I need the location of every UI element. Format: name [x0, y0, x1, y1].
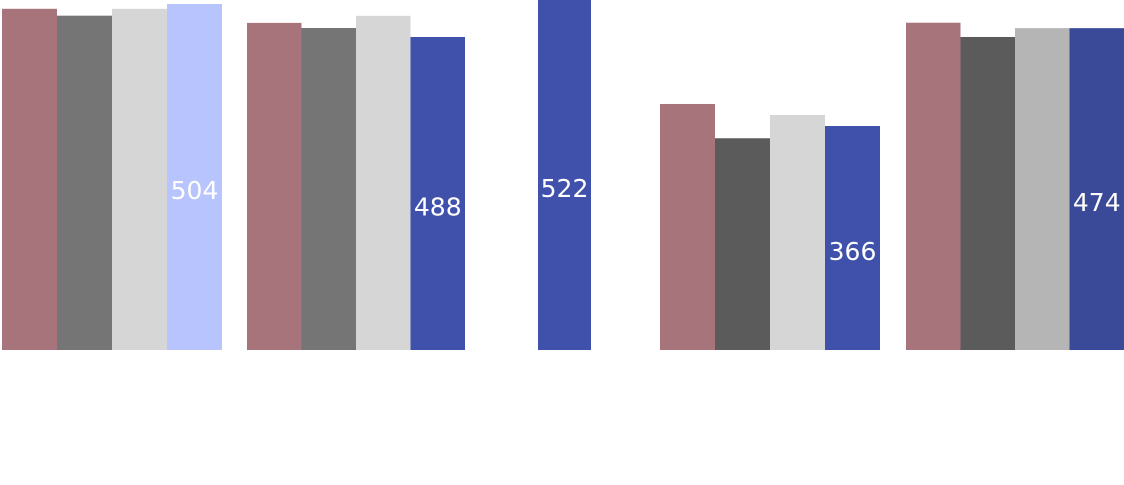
bar — [906, 22, 961, 351]
bar — [167, 4, 222, 351]
bar — [2, 8, 57, 350]
bar — [1015, 28, 1070, 351]
data-label: 504 — [171, 176, 219, 205]
data-label: 366 — [829, 237, 877, 266]
bar — [1069, 28, 1124, 351]
bar — [660, 103, 715, 350]
bar-group-3: 522 — [538, 0, 591, 350]
data-label: 522 — [541, 174, 589, 203]
bar — [356, 15, 411, 351]
bar — [960, 36, 1015, 351]
bar — [247, 22, 302, 351]
bar — [538, 0, 591, 350]
bar-group-2: 488 — [247, 15, 465, 351]
bar — [410, 36, 465, 351]
bar-group-5: 474 — [906, 22, 1124, 351]
bar — [112, 8, 167, 350]
bar-group-4: 366 — [660, 103, 880, 351]
bar — [770, 114, 825, 350]
bar — [301, 28, 356, 350]
bar — [57, 15, 112, 351]
bar-group-1: 504 — [2, 4, 222, 351]
data-label: 474 — [1073, 188, 1121, 217]
data-label: 488 — [414, 192, 462, 221]
bar — [825, 126, 880, 351]
bar — [715, 138, 770, 350]
